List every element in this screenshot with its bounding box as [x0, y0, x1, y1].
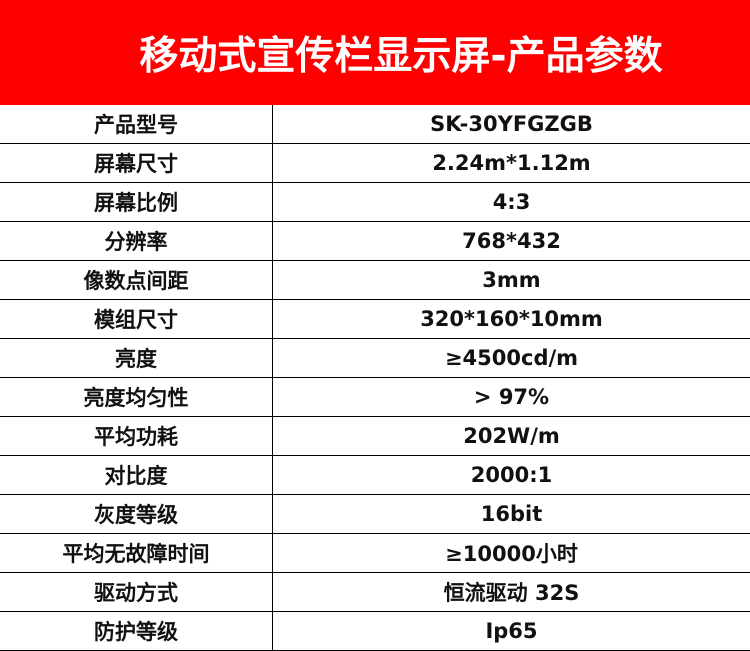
spec-value: 768*432: [272, 221, 750, 261]
table-row: 像数点间距 3mm: [0, 260, 750, 300]
table-row: 对比度 2000:1: [0, 455, 750, 495]
spec-label: 对比度: [0, 455, 273, 495]
spec-value: 16bit: [272, 494, 750, 534]
table-row: 驱动方式 恒流驱动 32S: [0, 572, 750, 612]
title-banner: 移动式宣传栏显示屏-产品参数: [0, 0, 750, 105]
spec-label: 亮度均匀性: [0, 377, 273, 417]
spec-value: 2.24m*1.12m: [272, 143, 750, 183]
spec-value: 4:3: [272, 182, 750, 222]
spec-value: 320*160*10mm: [272, 299, 750, 339]
table-row: 分辨率 768*432: [0, 221, 750, 261]
spec-value: 恒流驱动 32S: [272, 572, 750, 612]
table-row: 亮度 ≥4500cd/m: [0, 338, 750, 378]
spec-value: SK-30YFGZGB: [272, 105, 750, 144]
spec-label: 分辨率: [0, 221, 273, 261]
spec-label: 平均无故障时间: [0, 533, 273, 573]
spec-label: 平均功耗: [0, 416, 273, 456]
spec-label: 模组尺寸: [0, 299, 273, 339]
table-row: 平均无故障时间 ≥10000小时: [0, 533, 750, 573]
table-row: 屏幕比例 4:3: [0, 182, 750, 222]
page-title: 移动式宣传栏显示屏-产品参数: [139, 33, 663, 79]
spec-value: ≥10000小时: [272, 533, 750, 573]
spec-value: 202W/m: [272, 416, 750, 456]
spec-value: 3mm: [272, 260, 750, 300]
spec-value: Ip65: [272, 611, 750, 651]
spec-table: 产品型号 SK-30YFGZGB 屏幕尺寸 2.24m*1.12m 屏幕比例 4:3 分辨率…: [0, 105, 750, 651]
spec-label: 产品型号: [0, 105, 273, 144]
table-row: 产品型号 SK-30YFGZGB: [0, 105, 750, 144]
table-row: 屏幕尺寸 2.24m*1.12m: [0, 143, 750, 183]
spec-label: 驱动方式: [0, 572, 273, 612]
spec-label: 亮度: [0, 338, 273, 378]
table-row: 防护等级 Ip65: [0, 611, 750, 651]
spec-label: 像数点间距: [0, 260, 273, 300]
spec-value: 2000:1: [272, 455, 750, 495]
table-row: 亮度均匀性 > 97%: [0, 377, 750, 417]
spec-label: 屏幕尺寸: [0, 143, 273, 183]
table-row: 灰度等级 16bit: [0, 494, 750, 534]
spec-label: 防护等级: [0, 611, 273, 651]
spec-label: 屏幕比例: [0, 182, 273, 222]
spec-value: ≥4500cd/m: [272, 338, 750, 378]
table-row: 平均功耗 202W/m: [0, 416, 750, 456]
spec-value: > 97%: [272, 377, 750, 417]
table-row: 模组尺寸 320*160*10mm: [0, 299, 750, 339]
spec-label: 灰度等级: [0, 494, 273, 534]
